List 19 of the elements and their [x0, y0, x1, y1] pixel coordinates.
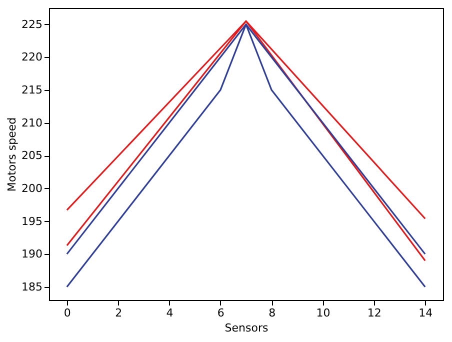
x-tick-label: 6 [217, 306, 224, 320]
x-tick-label: 14 [418, 306, 433, 320]
x-axis-title: Sensors [224, 322, 268, 334]
x-tick-label: 0 [64, 306, 71, 320]
y-tick-label: 215 [22, 84, 42, 97]
y-tick-label: 210 [22, 116, 42, 130]
x-tick-label: 8 [268, 306, 276, 320]
y-tick-label: 205 [22, 149, 42, 162]
y-tick-label: 195 [22, 214, 42, 228]
x-tick-label: 10 [316, 306, 330, 320]
y-axis-title: Motors speed [6, 117, 19, 192]
y-tick-label: 190 [22, 248, 42, 261]
y-tick-label: 200 [22, 182, 42, 195]
x-tick-label: 2 [115, 306, 122, 320]
x-tick-label: 4 [166, 306, 174, 320]
x-tick-label: 12 [367, 306, 382, 320]
y-tick-label: 220 [22, 50, 42, 64]
y-tick-label: 185 [22, 280, 42, 294]
y-tick-label: 225 [22, 18, 42, 31]
